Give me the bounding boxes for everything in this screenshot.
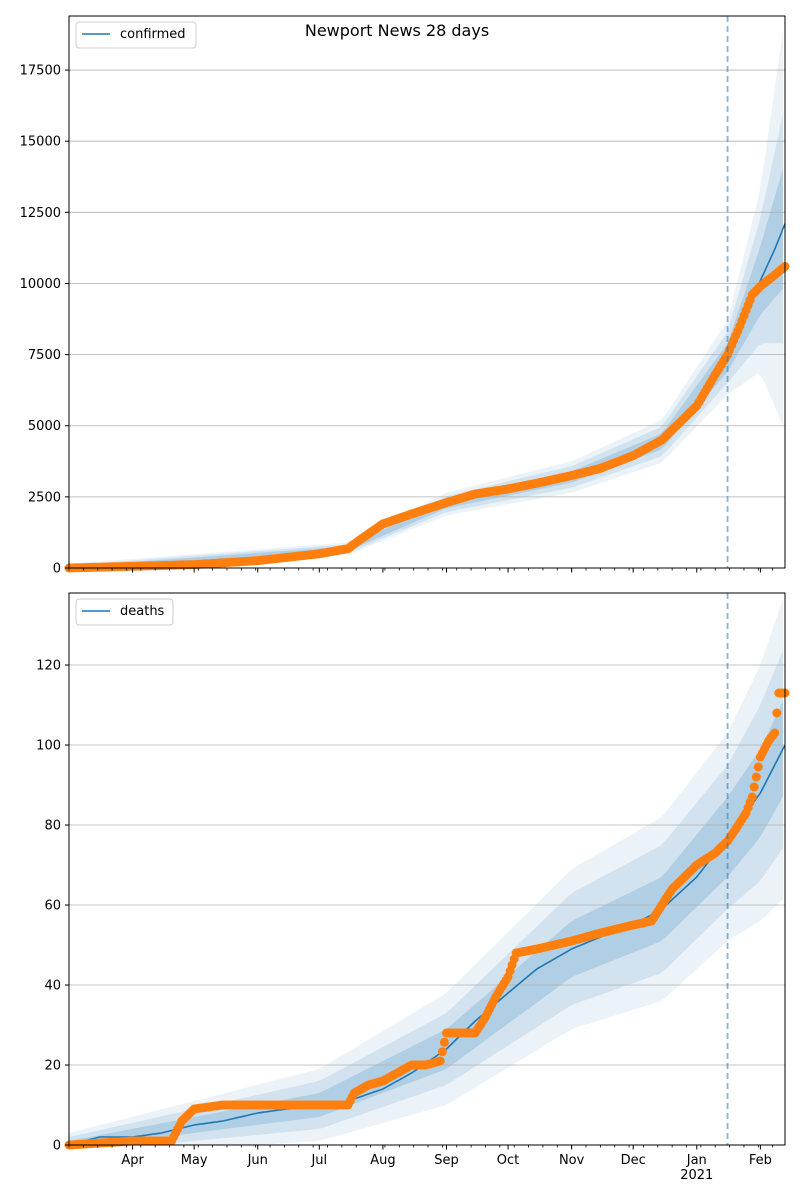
deaths-ytick-label: 100 [36,739,61,754]
deaths-xtick-label: Jun [247,1153,268,1168]
deaths-data-point [770,728,780,738]
deaths-data-point [772,708,782,718]
deaths-band-3 [69,599,783,1145]
deaths-data-point [753,762,763,772]
deaths-xtick-label: Dec [621,1153,646,1168]
deaths-data-point [749,782,759,792]
deaths-xtick-label: Jan [686,1153,707,1168]
deaths-xtick-label: May [181,1153,208,1168]
deaths-ytick-label: 60 [44,899,61,914]
deaths-xtick-label: Aug [370,1153,395,1168]
deaths-xtick-label: Apr [121,1153,144,1168]
deaths-xtick-label: 2021 [680,1168,713,1183]
confirmed-band-2 [69,113,783,568]
deaths-xtick-label: Oct [497,1153,519,1168]
deaths-data-point [435,1056,445,1066]
confirmed-ytick-label: 12500 [20,206,61,221]
deaths-ytick-label: 0 [53,1139,61,1154]
confirmed-ytick-label: 7500 [28,348,61,363]
confirmed-y-axis: 0 2500 5000 7500 10000 12500 15000 17500 [20,64,69,577]
confirmed-ytick-label: 17500 [20,64,61,79]
deaths-data-point [437,1047,447,1057]
confirmed-ytick-label: 10000 [20,277,61,292]
deaths-axes-frame [68,592,786,1146]
confirmed-axes-frame [68,15,786,569]
deaths-legend-label: deaths [120,604,165,619]
deaths-ytick-label: 80 [44,819,61,834]
deaths-xtick-label: Feb [749,1153,772,1168]
deaths-xtick-label: Nov [559,1153,585,1168]
deaths-band-2 [69,650,783,1145]
deaths-xtick-label: Sep [434,1153,459,1168]
deaths-data-point [439,1037,449,1047]
confirmed-legend-box [75,21,197,49]
deaths-panel: 0 20 40 60 80 100 120 Apr May Jun Jul Aug Sep Oct Nov… [36,592,790,1183]
deaths-data-point [751,772,761,782]
confirmed-ytick-label: 5000 [28,419,61,434]
deaths-data-point [747,792,757,802]
deaths-ytick-label: 20 [44,1059,61,1074]
chart-title: Newport News 28 days [305,21,489,40]
deaths-ytick-label: 120 [36,659,61,674]
deaths-y-axis: 0 20 40 60 80 100 120 [36,659,69,1154]
confirmed-legend: confirmed [75,21,197,49]
deaths-legend: deaths [75,598,174,626]
confirmed-panel: 0 2500 5000 7500 10000 12500 15000 17500 confir… [20,15,790,577]
confirmed-ytick-label: 0 [53,562,61,577]
confirmed-ytick-label: 2500 [28,490,61,505]
confirmed-ytick-label: 15000 [20,135,61,150]
confirmed-legend-label: confirmed [120,27,186,42]
deaths-ytick-label: 40 [44,979,61,994]
deaths-xtick-label: Jul [310,1153,327,1168]
deaths-legend-box [75,598,174,626]
